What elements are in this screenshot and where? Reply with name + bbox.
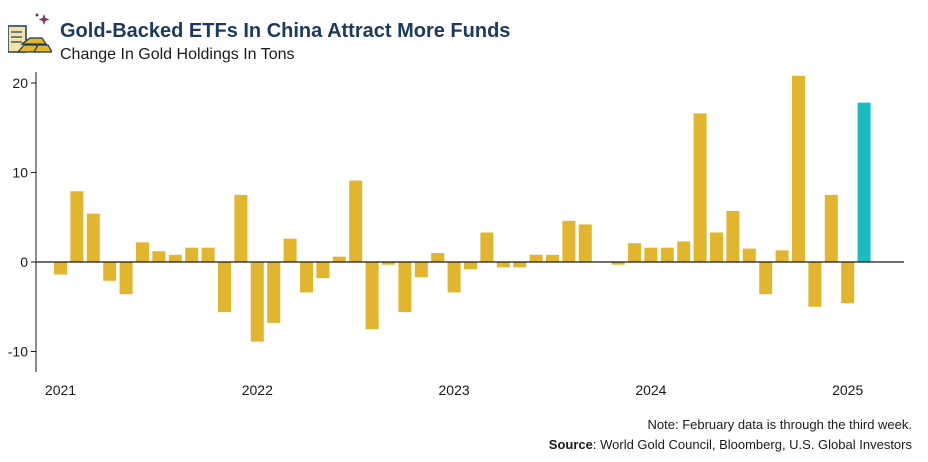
bar: [185, 247, 199, 262]
bar: [431, 253, 445, 262]
bar: [382, 262, 395, 265]
bar: [103, 262, 117, 281]
source-text: : World Gold Council, Bloomberg, U.S. Gl…: [592, 437, 912, 452]
bar: [119, 262, 133, 295]
y-tick-label: 10: [12, 165, 28, 181]
y-tick-label: 0: [20, 254, 28, 270]
bar: [70, 191, 84, 262]
bar: [414, 262, 428, 278]
bar: [562, 220, 576, 262]
y-tick-label: 20: [12, 75, 28, 91]
bar: [644, 247, 658, 262]
bar: [710, 232, 723, 262]
bar: [824, 194, 838, 262]
bar: [857, 102, 871, 262]
bar: [136, 242, 149, 262]
chart-title: Gold-Backed ETFs In China Attract More F…: [60, 20, 511, 42]
bar: [316, 262, 330, 279]
bar: [250, 262, 264, 342]
bar: [742, 248, 756, 262]
bar: [332, 256, 346, 262]
gold-bars-icon: [8, 13, 52, 53]
x-tick-label: 2024: [635, 382, 666, 398]
bar: [447, 262, 461, 293]
x-tick-label: 2022: [242, 382, 273, 398]
bar: [841, 262, 855, 304]
bar: [628, 243, 641, 262]
bar: [168, 254, 182, 262]
bar: [792, 75, 805, 262]
bar: [759, 262, 773, 295]
x-tick-label: 2025: [832, 382, 863, 398]
bar: [529, 254, 543, 262]
bar: [86, 213, 100, 262]
bar: [546, 254, 559, 262]
chart-subtitle: Change In Gold Holdings In Tons: [60, 46, 295, 63]
bar: [775, 250, 789, 262]
bar: [349, 180, 363, 262]
bar: [611, 262, 625, 265]
x-tick-label: 2023: [439, 382, 470, 398]
bar: [513, 262, 527, 268]
footnote: Note: February data is through the third…: [647, 417, 912, 432]
bar: [234, 194, 248, 262]
bar: [54, 262, 67, 275]
x-tick-label: 2021: [45, 382, 76, 398]
bar: [496, 262, 510, 268]
bar: [677, 241, 691, 262]
bar: [464, 262, 477, 270]
source-line: Source: World Gold Council, Bloomberg, U…: [549, 437, 912, 452]
bar: [808, 262, 822, 307]
bar: [218, 262, 231, 313]
bar: [398, 262, 412, 313]
bar: [365, 262, 379, 330]
bar: [152, 251, 166, 262]
bar: [283, 238, 297, 262]
bar: [693, 113, 707, 263]
bar: [201, 247, 215, 262]
bar: [480, 232, 494, 262]
source-label: Source: [548, 437, 593, 452]
bar: [726, 210, 740, 262]
bar: [300, 262, 313, 293]
bar: [578, 224, 592, 262]
bar: [267, 262, 281, 323]
bar-chart: -10 0 10 20 2021 2022 2023 2024 2025: [8, 72, 904, 398]
bar: [660, 247, 674, 262]
y-tick-label: -10: [8, 344, 28, 360]
